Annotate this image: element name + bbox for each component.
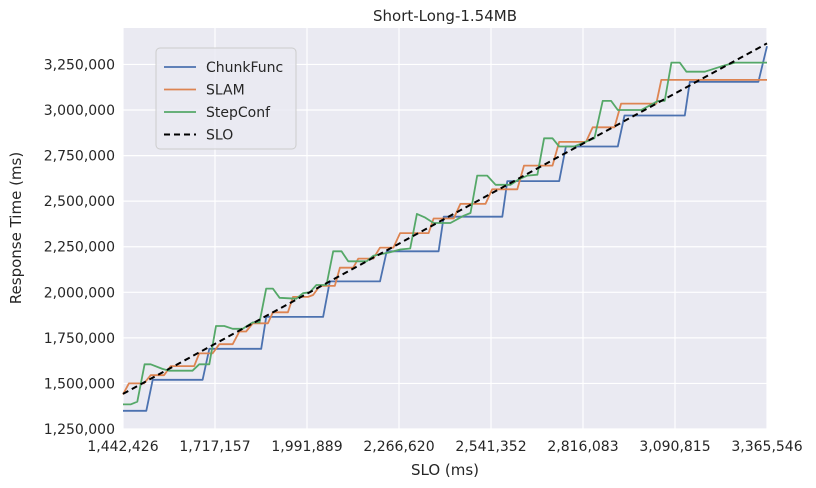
y-axis-label: Response Time (ms) [7,152,25,304]
legend-label: StepConf [206,105,271,121]
legend-label: SLO [206,128,233,144]
y-tick-labels: 1,250,000 1,500,000 1,750,000 2,000,000 2,25… [44,57,115,438]
y-tick-label: 2,250,000 [44,240,115,256]
series-line-slam [122,79,767,395]
x-tick-label: 2,816,083 [547,439,618,455]
x-tick-label: 1,442,426 [87,439,158,455]
y-tick-label: 2,500,000 [44,194,115,210]
x-tick-label: 2,266,620 [363,439,434,455]
series-line-slo [122,42,768,395]
y-tick-label: 3,000,000 [44,103,115,119]
x-tick-label: 1,717,157 [179,439,250,455]
chart-title: Short-Long-1.54MB [373,7,517,25]
legend-label: ChunkFunc [206,60,283,76]
y-tick-label: 1,500,000 [44,376,115,392]
x-axis-label: SLO (ms) [411,461,479,479]
series-line-chunkfunc [123,45,768,412]
y-tick-label: 1,250,000 [44,422,115,438]
series-layer [122,42,768,412]
y-tick-label: 1,750,000 [44,331,115,347]
x-tick-labels: 1,442,426 1,717,157 1,991,889 2,266,620 2,54… [87,439,802,455]
x-tick-label: 1,991,889 [271,439,342,455]
y-tick-label: 2,750,000 [44,149,115,165]
x-tick-label: 2,541,352 [455,439,526,455]
y-tick-label: 2,000,000 [44,285,115,301]
legend-label: SLAM [206,83,245,99]
x-tick-label: 3,090,815 [639,439,710,455]
legend: ChunkFunc SLAM StepConf SLO [155,47,297,150]
x-tick-label: 3,365,546 [731,439,802,455]
y-tick-label: 3,250,000 [44,57,115,73]
series-line-stepconf [123,61,767,406]
legend-box [155,47,297,150]
